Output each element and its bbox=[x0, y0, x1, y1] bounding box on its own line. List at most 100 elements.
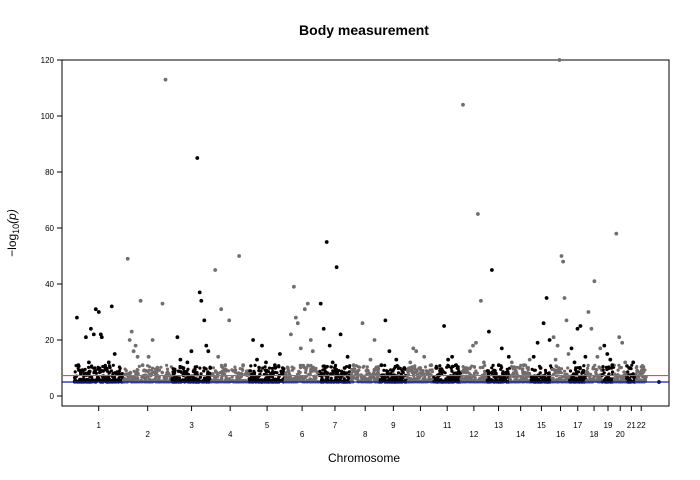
band-point-593 bbox=[173, 367, 177, 371]
x-tick-label-10: 10 bbox=[416, 430, 425, 439]
data-point-129 bbox=[521, 363, 526, 368]
band-point-806 bbox=[277, 365, 281, 369]
band-point-1865 bbox=[461, 369, 465, 373]
band-point-1608 bbox=[415, 369, 419, 373]
band-point-1939 bbox=[491, 363, 495, 367]
band-point-1364 bbox=[374, 378, 378, 382]
data-point-62 bbox=[281, 368, 285, 373]
band-point-2131 bbox=[532, 368, 536, 372]
band-point-1846 bbox=[467, 371, 471, 375]
data-point-52 bbox=[237, 254, 242, 258]
band-point-2589 bbox=[635, 375, 640, 380]
data-point-4 bbox=[84, 335, 88, 340]
data-point-163 bbox=[617, 335, 622, 340]
x-tick-label-3: 3 bbox=[189, 421, 194, 430]
band-point-2031 bbox=[520, 368, 525, 372]
band-point-1855 bbox=[464, 371, 468, 375]
data-point-13 bbox=[106, 360, 111, 365]
band-point-207 bbox=[95, 375, 99, 380]
data-point-79 bbox=[334, 265, 339, 270]
data-point-28 bbox=[150, 338, 155, 342]
band-point-1928 bbox=[505, 367, 509, 371]
band-point-372 bbox=[124, 369, 128, 373]
data-point-106 bbox=[442, 324, 446, 328]
data-point-84 bbox=[355, 371, 360, 376]
band-point-1828 bbox=[472, 365, 476, 369]
data-point-121 bbox=[493, 368, 497, 373]
band-point-1341 bbox=[357, 368, 361, 372]
band-point-2540 bbox=[632, 375, 636, 379]
band-point-2052 bbox=[522, 377, 527, 381]
data-point-82 bbox=[345, 354, 350, 359]
band-point-1503 bbox=[395, 377, 399, 381]
band-point-215 bbox=[92, 371, 96, 375]
band-point-1748 bbox=[449, 376, 454, 380]
band-point-1651 bbox=[450, 369, 454, 373]
y-tick-label-5: 100 bbox=[41, 112, 55, 121]
band-point-2232 bbox=[559, 376, 563, 380]
band-point-1090 bbox=[299, 366, 303, 370]
band-point-180 bbox=[101, 377, 105, 381]
band-point-1487 bbox=[394, 365, 398, 369]
data-point-3 bbox=[81, 368, 85, 373]
data-point-64 bbox=[289, 332, 293, 337]
data-point-137 bbox=[547, 338, 552, 342]
band-point-441 bbox=[153, 376, 158, 381]
band-point-2372 bbox=[586, 366, 590, 370]
x-tick-label-17: 17 bbox=[573, 421, 582, 430]
band-point-2382 bbox=[591, 365, 595, 369]
band-point-943 bbox=[261, 378, 265, 382]
data-point-102 bbox=[425, 371, 430, 376]
band-point-1334 bbox=[360, 376, 364, 381]
band-point-2160 bbox=[538, 371, 542, 375]
data-point-124 bbox=[503, 371, 508, 376]
band-point-1108 bbox=[288, 375, 292, 379]
data-point-5 bbox=[87, 360, 91, 365]
data-point-31 bbox=[163, 77, 168, 82]
band-point-949 bbox=[250, 375, 254, 380]
data-point-94 bbox=[394, 357, 399, 362]
data-point-119 bbox=[487, 329, 491, 334]
data-point-2 bbox=[79, 371, 83, 376]
band-point-2499 bbox=[612, 377, 617, 381]
data-point-58 bbox=[264, 360, 268, 365]
band-point-424 bbox=[162, 375, 166, 380]
band-point-2133 bbox=[544, 371, 548, 375]
data-point-87 bbox=[368, 357, 373, 362]
data-point-88 bbox=[372, 338, 377, 342]
data-point-110 bbox=[457, 371, 461, 376]
band-point-822 bbox=[263, 365, 267, 369]
data-point-1 bbox=[76, 363, 81, 368]
data-point-159 bbox=[605, 352, 610, 356]
band-point-59 bbox=[111, 363, 115, 367]
data-point-72 bbox=[310, 349, 315, 354]
band-point-1092 bbox=[300, 376, 304, 380]
band-point-1614 bbox=[406, 376, 410, 380]
data-point-135 bbox=[541, 321, 546, 326]
band-point-1582 bbox=[409, 376, 413, 381]
data-point-164 bbox=[620, 340, 625, 345]
band-point-1379 bbox=[364, 377, 368, 381]
band-point-192 bbox=[83, 378, 87, 382]
x-tick-label-4: 4 bbox=[228, 430, 233, 439]
data-point-0 bbox=[75, 315, 79, 320]
data-point-68 bbox=[298, 346, 303, 351]
band-point-1495 bbox=[398, 366, 402, 370]
band-point-1930 bbox=[500, 376, 504, 380]
data-point-55 bbox=[251, 338, 256, 342]
data-point-132 bbox=[531, 354, 536, 359]
band-point-2535 bbox=[625, 376, 629, 381]
band-point-2586 bbox=[639, 368, 644, 372]
y-tick-label-6: 120 bbox=[41, 56, 55, 65]
band-point-126 bbox=[88, 369, 92, 373]
band-point-906 bbox=[267, 366, 272, 370]
band-point-1698 bbox=[453, 378, 457, 382]
band-point-2480 bbox=[618, 366, 622, 370]
data-point-21 bbox=[131, 349, 136, 354]
band-point-1464 bbox=[382, 368, 386, 372]
band-point-707 bbox=[234, 371, 238, 375]
band-point-2124 bbox=[549, 364, 553, 368]
data-point-27 bbox=[146, 354, 151, 359]
x-axis-label: Chromosome bbox=[328, 451, 400, 465]
